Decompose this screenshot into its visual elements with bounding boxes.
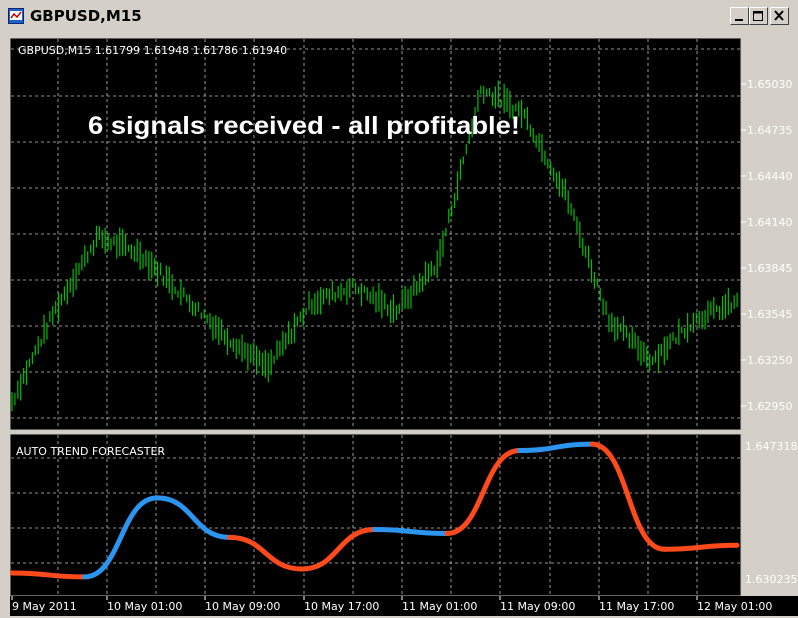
price-axis: 1.65030 1.64735 1.64440 1.64140 1.63845 1.635… [741, 78, 793, 413]
minimize-icon [735, 19, 743, 21]
time-axis-band [10, 596, 798, 616]
indicator-segment [662, 542, 740, 552]
price-tick-label: 1.63845 [747, 262, 793, 275]
chart-area[interactable]: GBPUSD,M15 1.61799 1.61948 1.61786 1.619… [10, 38, 798, 616]
indicator-segment [517, 441, 595, 453]
close-button[interactable] [770, 7, 789, 25]
indicator-segment [154, 495, 232, 540]
price-bars [11, 80, 738, 412]
price-tick-label: 1.64735 [747, 124, 793, 137]
time-tick-label: 10 May 09:00 [205, 600, 280, 613]
indicator-segment [10, 570, 87, 580]
time-tick-label: 11 May 01:00 [402, 600, 477, 613]
minimize-button[interactable] [730, 7, 749, 25]
time-tick-label: 12 May 01:00 [697, 600, 772, 613]
time-tick-label: 11 May 17:00 [599, 600, 674, 613]
maximize-button[interactable] [749, 7, 768, 25]
chart-window-icon [8, 8, 24, 24]
indicator-segment [372, 526, 450, 536]
price-grid [10, 39, 740, 429]
window-title: GBPUSD,M15 [30, 7, 142, 25]
time-tick-label: 10 May 17:00 [304, 600, 379, 613]
indicator-title: AUTO TREND FORECASTER [16, 445, 165, 458]
time-axis: 9 May 2011 10 May 01:00 10 May 09:00 10 May… [11, 596, 772, 613]
price-tick-label: 1.63250 [747, 354, 793, 367]
time-tick-label: 11 May 09:00 [500, 600, 575, 613]
time-tick-label: 10 May 01:00 [107, 600, 182, 613]
maximize-icon [753, 11, 763, 21]
price-tick-label: 1.65030 [747, 78, 793, 91]
indicator-segment [82, 495, 160, 580]
close-icon [774, 10, 784, 21]
signals-overlay-text: 6 signals received - all profitable! [88, 112, 520, 140]
indicator-grid [10, 435, 740, 595]
indicator-segment [299, 526, 377, 572]
price-tick-label: 1.62950 [747, 400, 793, 413]
indicator-bottom-label: 1.630235 [745, 573, 798, 586]
title-bar[interactable]: GBPUSD,M15 [0, 0, 798, 32]
price-tick-label: 1.64440 [747, 170, 793, 183]
indicator-top-label: 1.647318 [745, 440, 798, 453]
indicator-segment [444, 447, 522, 536]
price-tick-label: 1.64140 [747, 216, 793, 229]
indicator-line [10, 441, 740, 580]
time-tick-label: 9 May 2011 [12, 600, 77, 613]
indicator-segment [227, 534, 305, 572]
price-tick-label: 1.63545 [747, 308, 793, 321]
symbol-header: GBPUSD,M15 1.61799 1.61948 1.61786 1.619… [18, 44, 287, 57]
indicator-segment [589, 441, 667, 552]
